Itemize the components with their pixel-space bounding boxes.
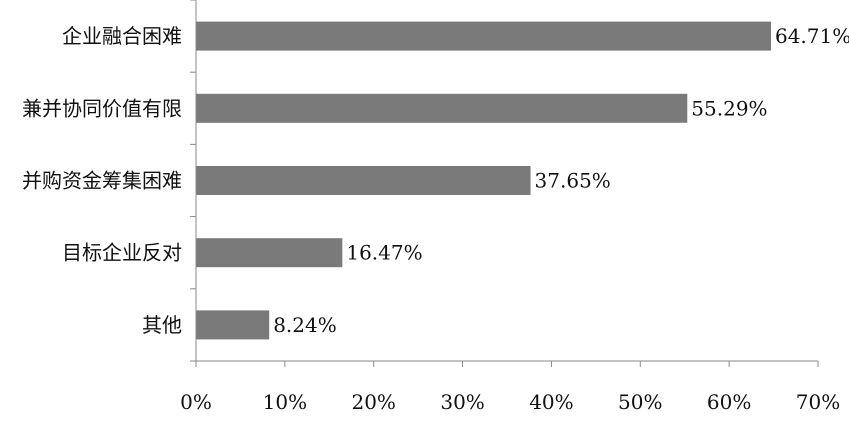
x-tick-label-3: 30% xyxy=(440,390,484,414)
data-label-5: 8.24% xyxy=(273,313,337,337)
data-label-3: 37.65% xyxy=(535,169,611,193)
category-label-1: 企业融合困难 xyxy=(62,24,182,48)
x-tick-label-7: 70% xyxy=(796,390,840,414)
bar-4 xyxy=(196,238,343,268)
x-tick-label-4: 40% xyxy=(529,390,573,414)
labels-layer: 企业融合困难 64.71% 兼并协同价值有限 55.29% 并购资金筹集困难 37.65%… xyxy=(22,24,849,414)
x-tick-label-2: 20% xyxy=(351,390,395,414)
bar-2 xyxy=(196,93,688,123)
data-label-1: 64.71% xyxy=(775,24,849,48)
category-label-4: 目标企业反对 xyxy=(62,241,182,265)
bar-5 xyxy=(196,310,270,340)
data-label-4: 16.47% xyxy=(346,241,422,265)
bars-layer xyxy=(196,21,771,340)
category-label-5: 其他 xyxy=(142,313,182,337)
x-tick-label-0: 0% xyxy=(180,390,212,414)
category-label-3: 并购资金筹集困难 xyxy=(22,169,182,193)
bar-3 xyxy=(196,166,531,195)
x-tick-label-1: 10% xyxy=(263,390,307,414)
category-label-2: 兼并协同价值有限 xyxy=(22,96,182,120)
axis-layer xyxy=(190,0,819,367)
bar-1 xyxy=(196,21,771,51)
x-tick-label-5: 50% xyxy=(618,390,662,414)
data-label-2: 55.29% xyxy=(691,96,767,120)
x-tick-label-6: 60% xyxy=(707,390,751,414)
